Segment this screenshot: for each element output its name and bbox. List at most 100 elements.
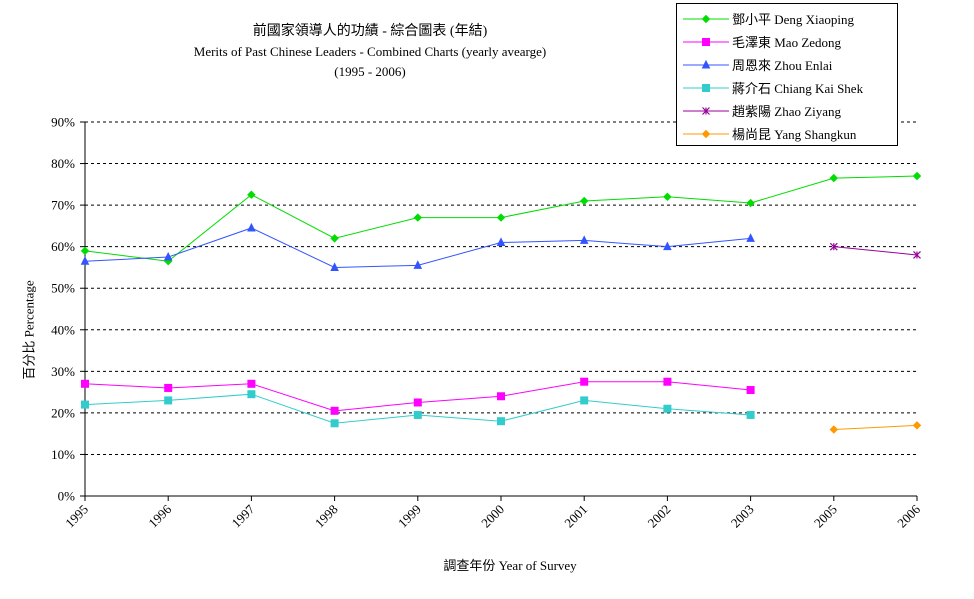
legend-item: 蔣介石 Chiang Kai Shek bbox=[677, 76, 897, 99]
series-line bbox=[833, 424, 918, 431]
legend-label: 楊尚昆 Yang Shangkun bbox=[732, 127, 857, 142]
data-point bbox=[701, 129, 711, 138]
data-point bbox=[663, 377, 672, 386]
data-point bbox=[496, 237, 506, 247]
grid-layer bbox=[85, 121, 917, 455]
data-point bbox=[912, 171, 922, 181]
axis-layer bbox=[80, 121, 918, 501]
data-point bbox=[330, 406, 339, 415]
chart-title: 前國家領導人的功績 - 綜合圖表 (年結) bbox=[252, 24, 488, 39]
x-tick-label: 1999 bbox=[395, 502, 424, 531]
data-point bbox=[746, 410, 755, 419]
data-point bbox=[330, 262, 339, 271]
legend-label: 鄧小平 Deng Xiaoping bbox=[732, 12, 855, 27]
data-point bbox=[413, 260, 423, 269]
y-tick-label: 0% bbox=[58, 489, 76, 504]
y-axis-title: 百分比 Percentage bbox=[21, 280, 37, 380]
data-point bbox=[746, 386, 755, 395]
x-tick-label: 1995 bbox=[62, 502, 91, 531]
x-tick-label: 1997 bbox=[229, 501, 258, 530]
y-tick-label: 40% bbox=[51, 322, 75, 337]
y-tick-label: 60% bbox=[51, 239, 75, 254]
data-point bbox=[702, 37, 710, 46]
chart-subtitle: Merits of Past Chinese Leaders - Combine… bbox=[193, 44, 547, 59]
legend-label: 趙紫陽 Zhao Ziyang bbox=[732, 104, 842, 119]
series-group bbox=[81, 377, 755, 415]
data-point bbox=[80, 256, 90, 265]
y-tick-label: 90% bbox=[51, 115, 75, 130]
data-point bbox=[579, 196, 589, 206]
data-point bbox=[413, 398, 422, 407]
data-point bbox=[330, 234, 339, 243]
series-group bbox=[829, 421, 922, 434]
data-point bbox=[580, 377, 589, 386]
x-tick-label: 1998 bbox=[312, 502, 341, 531]
legend-swatch bbox=[683, 83, 729, 92]
data-point bbox=[702, 106, 710, 115]
data-point bbox=[496, 213, 506, 222]
data-point bbox=[247, 390, 256, 399]
data-point bbox=[912, 421, 922, 430]
x-tick-label: 2005 bbox=[811, 502, 840, 531]
data-point bbox=[579, 235, 589, 244]
legend-swatch bbox=[683, 106, 729, 115]
data-point bbox=[701, 14, 711, 23]
series-group bbox=[829, 242, 921, 259]
legend-item: 鄧小平 Deng Xiaoping bbox=[677, 7, 897, 30]
series-layer bbox=[80, 171, 922, 434]
data-point bbox=[164, 396, 173, 405]
tick-layer: 0% 10% 20% 30% 40% 50% 60% 70% 80% 90% 1995 1996 199… bbox=[51, 115, 923, 531]
data-point bbox=[81, 400, 89, 409]
data-point bbox=[330, 419, 339, 428]
y-tick-label: 20% bbox=[51, 405, 75, 420]
x-tick-label: 1996 bbox=[145, 501, 174, 530]
data-point bbox=[663, 241, 672, 251]
legend-item: 毛澤東 Mao Zedong bbox=[677, 30, 897, 53]
data-point bbox=[247, 379, 256, 388]
data-point bbox=[829, 173, 839, 183]
data-point bbox=[701, 59, 711, 68]
data-point bbox=[247, 222, 256, 232]
data-point bbox=[163, 251, 173, 261]
data-point bbox=[829, 425, 839, 434]
data-point bbox=[413, 410, 422, 419]
series-line bbox=[833, 246, 918, 256]
x-tick-label: 2006 bbox=[894, 501, 923, 530]
y-tick-label: 70% bbox=[51, 198, 75, 213]
x-tick-label: 2001 bbox=[561, 502, 590, 531]
data-point bbox=[164, 383, 173, 392]
legend-item: 楊尚昆 Yang Shangkun bbox=[677, 122, 897, 145]
data-point bbox=[580, 396, 589, 405]
legend-swatch bbox=[683, 59, 729, 68]
data-point bbox=[913, 251, 921, 259]
data-point bbox=[81, 379, 89, 388]
data-point bbox=[497, 392, 505, 401]
data-point bbox=[663, 192, 672, 202]
data-point bbox=[746, 198, 755, 208]
legend-swatch bbox=[683, 14, 729, 23]
y-tick-label: 30% bbox=[51, 364, 75, 379]
series-group bbox=[80, 222, 755, 271]
legend-label: 周恩來 Zhou Enlai bbox=[732, 58, 833, 73]
data-point bbox=[702, 83, 710, 92]
data-point bbox=[497, 417, 505, 426]
legend-swatch bbox=[683, 37, 729, 46]
x-tick-label: 2000 bbox=[478, 502, 507, 531]
legend-swatch bbox=[683, 129, 729, 138]
legend-item: 周恩來 Zhou Enlai bbox=[677, 53, 897, 76]
series-group bbox=[81, 390, 755, 428]
y-tick-label: 10% bbox=[51, 447, 75, 462]
series-group bbox=[80, 171, 922, 266]
y-tick-label: 80% bbox=[51, 156, 75, 171]
data-point bbox=[746, 233, 755, 242]
legend-label: 蔣介石 Chiang Kai Shek bbox=[732, 81, 864, 96]
chart-title-block: 前國家領導人的功績 - 綜合圖表 (年結) Merits of Past Chi… bbox=[150, 22, 590, 82]
data-point bbox=[663, 404, 672, 413]
legend-label: 毛澤東 Mao Zedong bbox=[732, 35, 842, 50]
data-point bbox=[80, 246, 90, 256]
legend-item: 趙紫陽 Zhao Ziyang bbox=[677, 99, 897, 122]
chart-period: (1995 - 2006) bbox=[334, 64, 406, 79]
x-tick-label: 2002 bbox=[645, 502, 674, 531]
data-point bbox=[413, 213, 423, 222]
